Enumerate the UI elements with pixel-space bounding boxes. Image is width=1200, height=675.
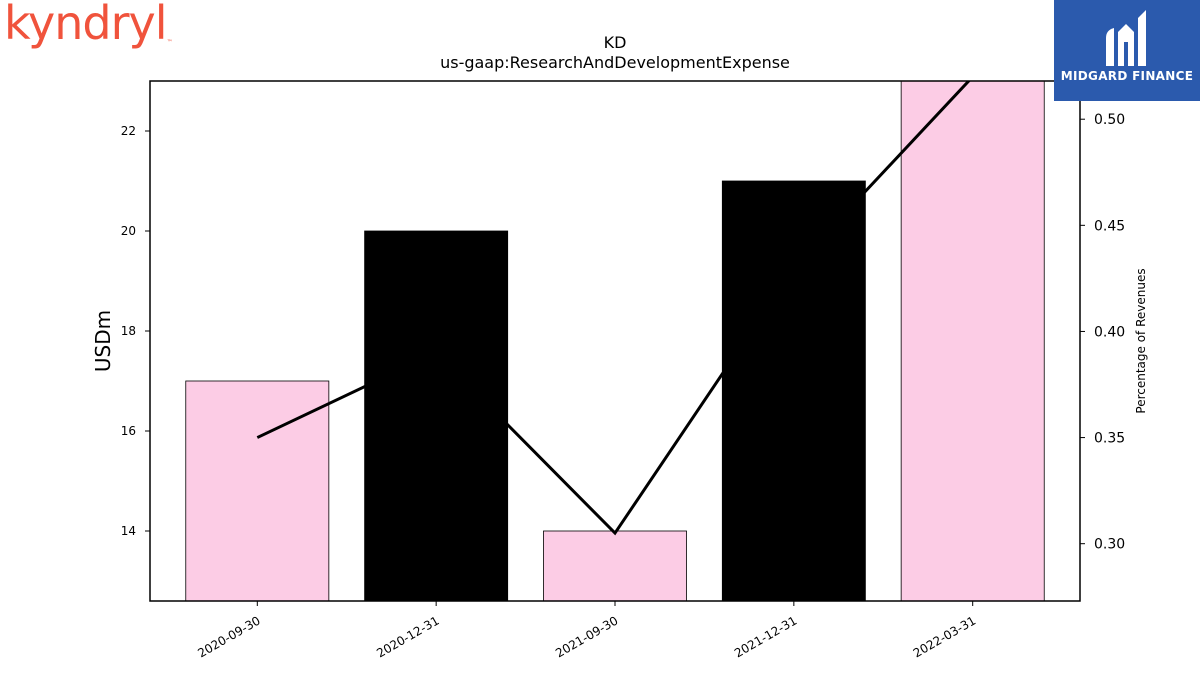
y-axis-label: USDm: [91, 310, 115, 372]
trademark-mark: ™: [166, 39, 173, 46]
y-axis-left: 14 16 18 20 22: [121, 124, 150, 538]
bar-2021-09-30: [543, 530, 687, 602]
percentage-line: [256, 81, 971, 536]
midgard-mark-icon: [1106, 10, 1146, 66]
x-tick-label: 2020-12-31: [374, 613, 441, 660]
midgard-finance-logo: MIDGARD FINANCE: [1054, 0, 1200, 101]
y2-tick-label: 0.40: [1094, 324, 1125, 340]
y-tick-label: 20: [121, 224, 136, 238]
line-group: [256, 81, 971, 536]
bar-2020-12-31: [364, 230, 509, 602]
x-tick-label: 2020-09-30: [195, 613, 262, 660]
x-axis: 2020-09-30 2020-12-31 2021-09-30 2021-12-31…: [195, 601, 978, 660]
bar-2022-03-31: [900, 80, 1045, 602]
chart-title: KD: [604, 33, 627, 52]
x-tick-label: 2021-12-31: [732, 613, 799, 660]
y2-axis-label: Percentage of Revenues: [1134, 268, 1148, 413]
chart-subtitle: us-gaap:ResearchAndDevelopmentExpense: [440, 53, 790, 72]
y-axis-right: 0.30 0.35 0.40 0.45 0.50: [1080, 112, 1125, 553]
y2-tick-label: 0.35: [1094, 431, 1125, 447]
y-tick-label: 22: [121, 124, 136, 138]
y-tick-label: 18: [121, 324, 136, 338]
y2-tick-label: 0.30: [1094, 537, 1125, 553]
y2-tick-label: 0.45: [1094, 218, 1125, 234]
bars-group: [185, 80, 1045, 602]
x-tick-label: 2022-03-31: [911, 613, 978, 660]
bar-2020-09-30: [185, 380, 330, 602]
x-tick-label: 2021-09-30: [553, 613, 620, 660]
y2-tick-label: 0.50: [1094, 112, 1125, 128]
midgard-logo-text: MIDGARD FINANCE: [1060, 69, 1194, 83]
kyndryl-logo: kyndryl™: [4, 0, 173, 46]
y-tick-label: 14: [121, 524, 136, 538]
y-tick-label: 16: [121, 424, 136, 438]
kyndryl-logo-text: kyndryl: [4, 0, 167, 50]
bar-2021-12-31: [721, 180, 866, 602]
